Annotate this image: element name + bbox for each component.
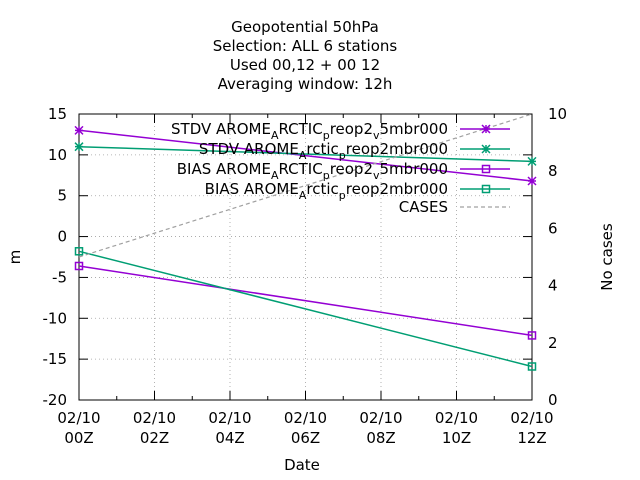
x-tick-label: 02/10 (133, 409, 176, 427)
x-tick-label: 08Z (366, 429, 395, 447)
data-point (74, 247, 84, 256)
legend-label: CASES (399, 198, 448, 216)
x-tick-label: 02/10 (57, 409, 100, 427)
data-point (527, 362, 537, 371)
x-tick-label: 06Z (291, 429, 320, 447)
legend-marker (481, 164, 491, 174)
x-tick-label: 00Z (64, 429, 93, 447)
x-axis: 02/10 00Z 02/10 02Z 02/10 04Z 02/10 06Z 02/10 08Z… (57, 114, 554, 447)
y-tick-label: 10 (48, 146, 67, 164)
data-point (527, 331, 537, 340)
x-tick-label: 02Z (140, 429, 169, 447)
y-tick-label: 15 (48, 105, 67, 123)
x-tick-label: 02/10 (208, 409, 251, 427)
legend-marker (481, 144, 491, 154)
y-tick-label: -15 (43, 350, 68, 368)
legend-label: STDV AROMEARCTICpreop2v5mbr000 (171, 120, 448, 142)
y2-tick-label: 8 (548, 162, 558, 180)
series-line (78, 129, 533, 182)
x-tick-label: 02/10 (510, 409, 553, 427)
legend-label: STDV AROMEArcticpreop2mbr000 (199, 140, 448, 162)
legend-marker (481, 184, 491, 194)
y-tick-label: -10 (43, 309, 68, 327)
title-line: Geopotential 50hPa (231, 18, 379, 36)
y2-axis: 10 8 6 4 2 0 (548, 105, 567, 409)
title-line: Selection: ALL 6 stations (213, 37, 398, 55)
x-tick-label: 02/10 (435, 409, 478, 427)
x-tick-label: 04Z (215, 429, 244, 447)
y-axis-label: m (6, 250, 24, 265)
x-tick-label: 12Z (517, 429, 546, 447)
legend-label: BIAS AROMEARCTICpreop2v5mbr000 (177, 160, 448, 182)
data-point (74, 142, 84, 152)
y2-tick-label: 0 (548, 391, 558, 409)
x-tick-label: 02/10 (359, 409, 402, 427)
y-tick-label: 5 (57, 187, 67, 205)
y2-axis-label: No cases (598, 223, 616, 291)
x-axis-label: Date (284, 456, 320, 474)
series (74, 113, 537, 371)
data-point (527, 176, 537, 186)
y2-tick-label: 10 (548, 105, 567, 123)
title-line: Used 00,12 + 00 12 (230, 56, 380, 74)
title-line: Averaging window: 12h (218, 75, 393, 93)
legend-marker (481, 124, 491, 134)
y2-tick-label: 6 (548, 219, 558, 237)
y-tick-label: 0 (57, 228, 67, 246)
y-axis: 15 10 5 0 -5 -10 -15 -20 (43, 105, 532, 409)
data-point (74, 261, 84, 271)
legend-label: BIAS AROMEArcticpreop2mbr000 (205, 180, 448, 202)
series-line (78, 265, 533, 337)
y2-tick-label: 2 (548, 334, 558, 352)
data-point (74, 125, 84, 135)
y-tick-label: -5 (52, 268, 67, 286)
series-line (78, 113, 533, 258)
y-tick-label: -20 (43, 391, 68, 409)
series-line (78, 145, 533, 163)
x-tick-label: 02/10 (284, 409, 327, 427)
series-line (78, 250, 533, 368)
x-tick-label: 10Z (442, 429, 471, 447)
y2-tick-label: 4 (548, 277, 558, 295)
data-point (527, 156, 537, 166)
